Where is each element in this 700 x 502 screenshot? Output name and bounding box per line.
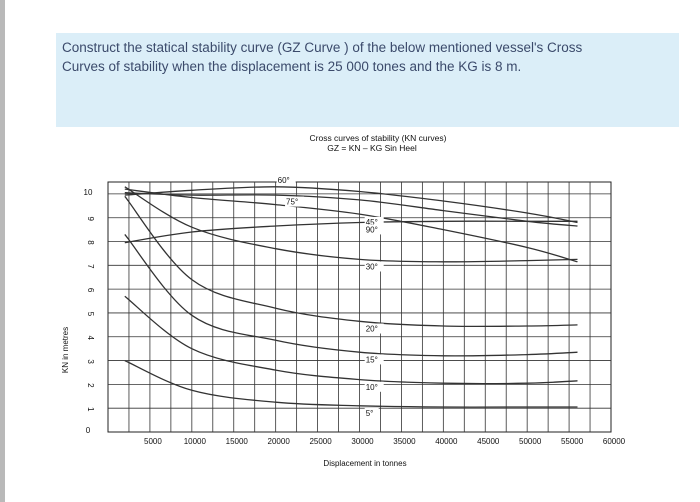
curve-label-bg bbox=[364, 224, 384, 235]
curve-label: 30° bbox=[366, 263, 378, 272]
curve-label-bg bbox=[364, 381, 384, 392]
chart-tick-labels: 0 1 2 3 4 5 6 7 8 9 10 5000 10000 15000 20000 25000 3000… bbox=[84, 188, 626, 446]
chart-subtitle: GZ = KN – KG Sin Heel bbox=[327, 143, 417, 153]
y-tick-label: 4 bbox=[86, 336, 95, 341]
y-tick-label: 6 bbox=[86, 288, 95, 293]
x-tick-label: 40000 bbox=[435, 437, 458, 446]
kn-curve-5-deg bbox=[124, 360, 578, 408]
question-panel: Construct the statical stability curve (… bbox=[56, 33, 679, 127]
curve-label: 20° bbox=[366, 325, 378, 334]
y-tick-label: 10 bbox=[84, 188, 93, 197]
kn-curve-30-deg bbox=[124, 186, 578, 263]
x-tick-label: 35000 bbox=[393, 437, 416, 446]
x-tick-label: 60000 bbox=[603, 437, 626, 446]
kn-curve-60-deg bbox=[124, 186, 578, 224]
x-tick-label: 55000 bbox=[561, 437, 584, 446]
curve-label: 15° bbox=[366, 355, 378, 364]
curve-label: 90° bbox=[366, 225, 378, 234]
curve-label-bg bbox=[276, 175, 296, 186]
kn-curve-90-deg bbox=[124, 220, 578, 244]
y-tick-label: 1 bbox=[86, 407, 95, 412]
curve-label: 75° bbox=[286, 198, 298, 207]
chart-title: Cross curves of stability (KN curves) bbox=[310, 133, 447, 143]
x-tick-label: 5000 bbox=[144, 437, 162, 446]
chart-grid bbox=[107, 181, 612, 433]
x-tick-label: 20000 bbox=[268, 437, 291, 446]
x-axis-label: Displacement in tonnes bbox=[323, 459, 406, 468]
kn-curve-15-deg bbox=[124, 233, 578, 357]
y-tick-label: 7 bbox=[86, 264, 95, 269]
curve-label-bg bbox=[364, 354, 384, 365]
kn-curve-10-deg bbox=[124, 295, 578, 385]
y-tick-label: 0 bbox=[86, 426, 91, 435]
x-tick-label: 50000 bbox=[519, 437, 542, 446]
chart-curves bbox=[124, 186, 578, 408]
question-text: Construct the statical stability curve (… bbox=[62, 40, 583, 74]
curve-label: 45° bbox=[366, 218, 378, 227]
y-tick-label: 8 bbox=[86, 240, 95, 245]
x-tick-label: 15000 bbox=[226, 437, 249, 446]
kn-curve-20-deg bbox=[124, 195, 578, 328]
curve-label-bg bbox=[364, 407, 379, 418]
curve-label-bg bbox=[364, 261, 384, 272]
curve-label-bg bbox=[364, 216, 384, 227]
y-axis-label: KN in metres bbox=[61, 327, 70, 373]
x-tick-label: 30000 bbox=[351, 437, 374, 446]
x-tick-label: 10000 bbox=[184, 437, 207, 446]
kn-curve-45-deg bbox=[124, 188, 578, 263]
chart-curve-labels: 60° 75° 45°90° 30° 20° 15° 10° 5° bbox=[276, 175, 384, 418]
curve-label: 5° bbox=[366, 409, 374, 418]
y-tick-label: 5 bbox=[86, 312, 95, 317]
page-left-border bbox=[0, 0, 5, 502]
x-tick-label: 25000 bbox=[309, 437, 332, 446]
y-tick-label: 9 bbox=[86, 216, 95, 221]
x-tick-label: 45000 bbox=[477, 437, 500, 446]
curve-label-bg bbox=[364, 323, 384, 334]
curve-label-bg bbox=[285, 196, 305, 207]
y-tick-label: 3 bbox=[86, 359, 95, 364]
curve-label: 10° bbox=[366, 383, 378, 392]
y-tick-label: 2 bbox=[86, 383, 95, 388]
curve-label: 60° bbox=[278, 176, 290, 185]
